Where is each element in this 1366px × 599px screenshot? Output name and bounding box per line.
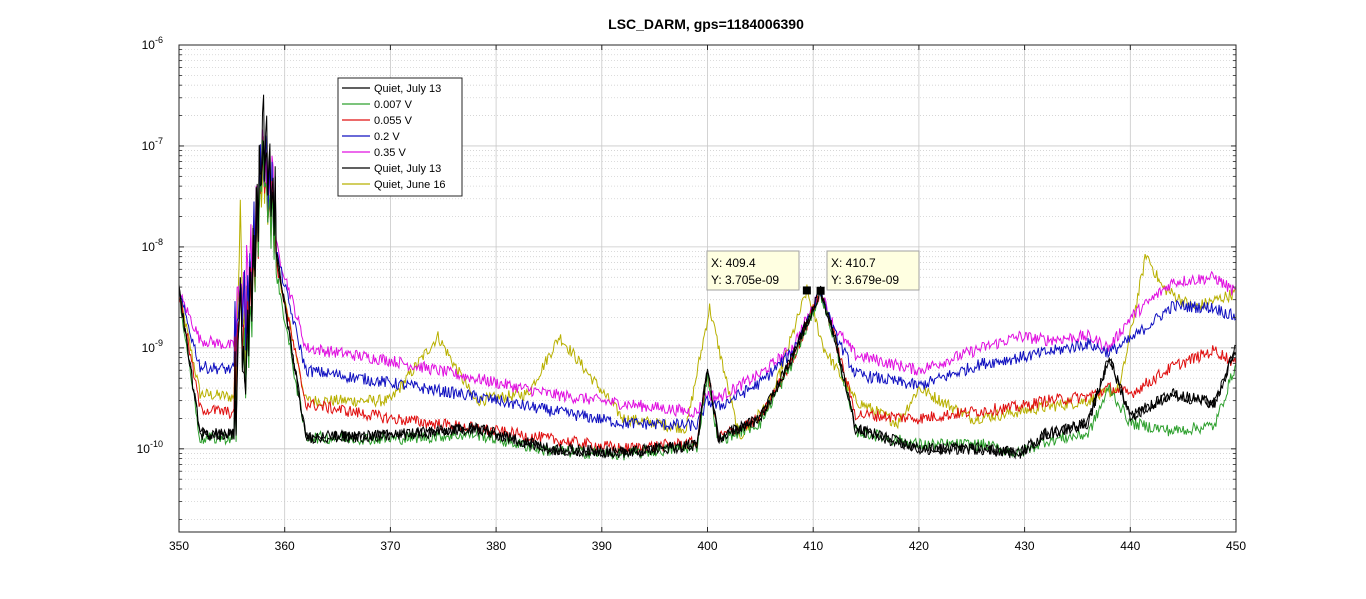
series-line-0-2-v [178, 135, 1237, 431]
x-tick-label: 380 [486, 539, 506, 553]
y-tick-label: 10-10 [137, 439, 163, 456]
datatip-marker [802, 286, 811, 295]
y-tick-label: 10-6 [142, 35, 163, 52]
series-line-quiet-june-16 [178, 136, 1237, 440]
x-tick-label: 370 [380, 539, 400, 553]
legend: Quiet, July 13 0.007 V 0.055 V 0.2 V 0.35 V Q… [337, 77, 463, 197]
y-axis: 10-6 10-7 10-8 10-9 10-10 [137, 35, 1236, 520]
datatip-x-text: X: 409.4 [711, 256, 756, 270]
y-tick-label: 10-8 [142, 237, 163, 254]
datatip-box [706, 250, 800, 291]
datatips: X: 409.4 Y: 3.705e-09 X: 410.7 Y: 3.679e-09 [706, 250, 920, 295]
x-tick-label: 400 [697, 539, 717, 553]
datatip-box [826, 250, 920, 291]
legend-label: 0.055 V [374, 115, 413, 127]
y-tick-label: 10-9 [142, 338, 163, 355]
legend-box [337, 77, 463, 197]
series-group [178, 94, 1237, 461]
datatip-x-text: X: 410.7 [831, 256, 876, 270]
series-line-quiet-july-13 [178, 140, 1237, 459]
x-tick-label: 410 [803, 539, 823, 553]
x-tick-label: 420 [909, 539, 929, 553]
datatip-y-text: Y: 3.679e-09 [831, 273, 899, 287]
x-tick-label: 440 [1120, 539, 1140, 553]
x-tick-label: 430 [1015, 539, 1035, 553]
x-tick-label: 390 [592, 539, 612, 553]
legend-label: Quiet, July 13 [374, 163, 441, 175]
x-tick-label: 360 [275, 539, 295, 553]
plot-area: 350 360 370 380 390 400 410 420 430 440 45010-610-… [137, 35, 1247, 553]
legend-label: 0.2 V [374, 131, 400, 143]
legend-label: Quiet, June 16 [374, 179, 446, 191]
x-tick-label: 350 [169, 539, 189, 553]
chart-title: LSC_DARM, gps=1184006390 [608, 16, 804, 32]
x-tick-label: 450 [1226, 539, 1246, 553]
datatip-marker [816, 286, 825, 295]
datatip-y-text: Y: 3.705e-09 [711, 273, 779, 287]
legend-label: 0.35 V [374, 147, 406, 159]
x-axis: 350 360 370 380 390 400 410 420 430 440 450 [169, 45, 1246, 553]
legend-label: Quiet, July 13 [374, 83, 441, 95]
legend-label: 0.007 V [374, 99, 413, 111]
y-tick-label: 10-7 [142, 136, 163, 153]
